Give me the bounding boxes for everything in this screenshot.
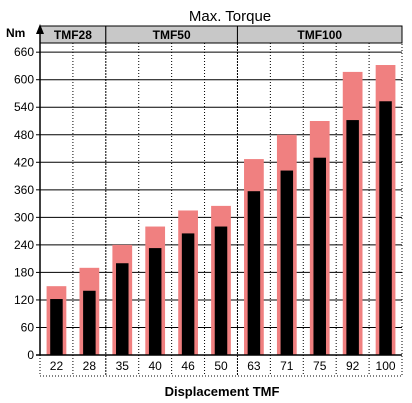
y-tick-label-600: 600: [14, 73, 34, 87]
y-tick-labels: 0 60 120 180 240 300 360 420 480 540 600 660: [14, 45, 34, 362]
x-tick-label-46: 46: [181, 359, 195, 373]
x-tick-label-75: 75: [313, 359, 327, 373]
bar-base-22: [50, 299, 63, 355]
x-tick-label-50: 50: [214, 359, 228, 373]
bar-base-28: [83, 290, 96, 355]
y-tick-label-60: 60: [21, 320, 35, 334]
y-tick-label-480: 480: [14, 128, 34, 142]
x-tick-label-92: 92: [346, 359, 360, 373]
x-tick-label-40: 40: [149, 359, 163, 373]
x-tick-labels: 22 28 35 40 46 50 63 71 75 92 100: [50, 359, 396, 373]
y-tick-label-660: 660: [14, 45, 34, 59]
x-tick-label-28: 28: [83, 359, 97, 373]
group-headers: TMF28 TMF50 TMF100: [39, 25, 403, 44]
bar-base-40: [148, 248, 162, 355]
x-tick-label-35: 35: [116, 359, 130, 373]
y-tick-label-180: 180: [14, 265, 34, 279]
bar-base-75: [313, 157, 326, 355]
bar-base-35: [116, 263, 129, 355]
group-header-TMF100: [236, 25, 403, 44]
y-tick-label-0: 0: [27, 348, 34, 362]
bars: [46, 65, 396, 355]
x-tick-label-63: 63: [247, 359, 261, 373]
x-tick-label-22: 22: [50, 359, 64, 373]
group-label-TMF28: TMF28: [54, 28, 92, 42]
bar-base-92: [346, 120, 359, 355]
y-tick-label-420: 420: [14, 155, 34, 169]
bar-base-71: [280, 170, 294, 355]
bar-base-50: [214, 226, 228, 355]
bar-base-63: [247, 191, 261, 355]
bar-base-46: [181, 233, 195, 355]
y-tick-label-240: 240: [14, 238, 34, 252]
x-tick-label-71: 71: [280, 359, 294, 373]
y-tick-label-360: 360: [14, 183, 34, 197]
y-tick-label-540: 540: [14, 100, 34, 114]
axes: [36, 24, 402, 356]
y-axis-unit: Nm: [6, 26, 25, 40]
group-label-TMF100: TMF100: [297, 28, 342, 42]
bar-base-100: [379, 101, 392, 355]
chart-title: Max. Torque: [189, 8, 271, 25]
y-tick-label-120: 120: [14, 293, 34, 307]
x-tick-label-100: 100: [376, 359, 396, 373]
y-axis-arrow: [36, 24, 44, 34]
group-label-TMF50: TMF50: [153, 28, 191, 42]
x-axis-label: Displacement TMF: [165, 384, 280, 399]
y-tick-label-300: 300: [14, 210, 34, 224]
